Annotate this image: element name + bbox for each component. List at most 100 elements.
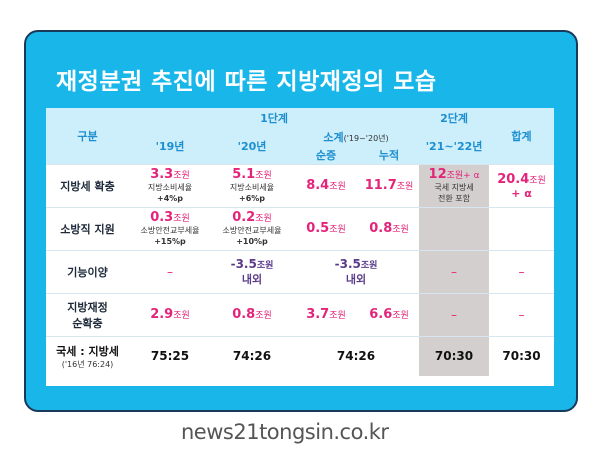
- header-category: 구분: [46, 108, 129, 164]
- note: 내외: [345, 272, 367, 286]
- table-row: 지방세 확충 3.3조원 지방소비세율 +4%p 5.1조원 지방소비세율 +6…: [46, 163, 554, 207]
- header-stage2: 2단계: [419, 108, 490, 128]
- value: 2.9: [150, 307, 174, 322]
- row-label-line1: 지방재정: [67, 300, 108, 314]
- cell-y20: 0.8조원: [211, 292, 293, 336]
- unit: 조원: [329, 182, 346, 192]
- header-subtotal: 소계('19~'20년): [293, 128, 420, 146]
- unit: 조원: [329, 225, 346, 235]
- cell-total: –: [489, 292, 554, 336]
- cell-y20: -3.5조원 내외: [211, 249, 293, 293]
- table-row: 지방재정 순확충 2.9조원 0.8조원 3.7조원 6.6조원 – –: [46, 292, 554, 336]
- cell-cum: 0.8조원: [359, 206, 420, 250]
- cell-y19: 0.3조원 소방안전교부세율 +15%p: [129, 206, 211, 250]
- ratio-label: 국세 : 지방세 ('16년 76:24): [46, 335, 129, 376]
- unit: 조원: [173, 311, 190, 321]
- table-row: 소방직 지원 0.3조원 소방안전교부세율 +15%p 0.2조원 소방안전교부…: [46, 206, 554, 250]
- header-cumulative: 누적: [359, 146, 420, 164]
- value: 3.3: [150, 167, 174, 182]
- unit: 조원: [329, 311, 346, 321]
- note: 지방소비세율: [147, 183, 193, 192]
- cell-net: 0.5조원: [293, 206, 359, 250]
- row-label-line2: 순확충: [72, 316, 103, 330]
- note: 지방소비세율: [229, 183, 275, 192]
- note: +15%p: [154, 237, 186, 246]
- unit: 조원: [392, 311, 409, 321]
- value: 20.4: [497, 171, 530, 187]
- cell-y19: –: [129, 249, 211, 293]
- value: 0.2: [232, 210, 256, 225]
- value: 0.5: [306, 221, 330, 236]
- unit: 조원: [173, 214, 190, 224]
- unit: 조원: [529, 175, 546, 186]
- table-row: 기능이양 – -3.5조원 내외 -3.5조원 내외 – –: [46, 249, 554, 293]
- unit: 조원+ α: [446, 171, 480, 181]
- cell-stage2: [419, 206, 490, 250]
- cell-net: 8.4조원: [293, 163, 359, 207]
- unit: 조원: [396, 182, 414, 192]
- value: -3.5: [334, 256, 361, 271]
- cell-subtotal: -3.5조원 내외: [293, 249, 420, 293]
- ratio-subtotal: 74:26: [293, 335, 420, 376]
- header-subtotal-label: 소계: [323, 131, 344, 144]
- note: 전환 포함: [438, 194, 471, 203]
- ratio-stage2: 70:30: [419, 335, 490, 376]
- cell-total: –: [489, 249, 554, 293]
- unit: 조원: [173, 171, 190, 181]
- note: 소방안전교부세율: [140, 226, 200, 235]
- cell-y20: 5.1조원 지방소비세율 +6%p: [211, 163, 293, 207]
- header-stage2-range: '21~'22년: [419, 128, 490, 164]
- value-extra: + α: [511, 186, 532, 200]
- row-label: 지방세 확충: [46, 163, 129, 207]
- header-total: 합계: [489, 108, 554, 164]
- cell-y19: 3.3조원 지방소비세율 +4%p: [129, 163, 211, 207]
- ratio-total: 70:30: [489, 335, 554, 376]
- note: 내외: [241, 272, 263, 286]
- value: -3.5: [230, 256, 257, 271]
- unit: 조원: [255, 171, 272, 181]
- value: 0.3: [150, 210, 174, 225]
- cell-y19: 2.9조원: [129, 292, 211, 336]
- header-y20: '20년: [211, 128, 293, 164]
- header-y19: '19년: [129, 128, 211, 164]
- header-subtotal-range: ('19~'20년): [343, 134, 389, 143]
- unit: 조원: [360, 260, 378, 271]
- finance-table: 구분 1단계 2단계 합계 '19년 '20년 소계('19~'20년) '21…: [46, 108, 554, 376]
- header-stage1: 1단계: [129, 108, 420, 128]
- cell-stage2: –: [419, 292, 490, 336]
- unit: 조원: [256, 260, 274, 271]
- ratio-y20: 74:26: [211, 335, 293, 376]
- row-label: 지방재정 순확충: [46, 292, 129, 336]
- note: 국세 지방세: [434, 183, 474, 192]
- cell-stage2: 12조원+ α 국세 지방세 전환 포함: [419, 163, 490, 207]
- cell-cum: 6.6조원: [359, 292, 420, 336]
- value: 12: [428, 167, 447, 182]
- note: 소방안전교부세율: [222, 226, 282, 235]
- value: 0.8: [369, 221, 393, 236]
- unit: 조원: [255, 311, 272, 321]
- cell-net: 3.7조원: [293, 292, 359, 336]
- cell-total: [489, 206, 554, 250]
- page-title: 재정분권 추진에 따른 지방재정의 모습: [56, 69, 437, 95]
- unit: 조원: [392, 225, 409, 235]
- value: 0.8: [232, 307, 256, 322]
- value: 5.1: [232, 167, 256, 182]
- value: 8.4: [306, 178, 330, 193]
- ratio-y19: 75:25: [129, 335, 211, 376]
- ratio-label-text: 국세 : 지방세: [56, 344, 119, 358]
- cell-stage2: –: [419, 249, 490, 293]
- header-net: 순증: [293, 146, 359, 164]
- row-label: 소방직 지원: [46, 206, 129, 250]
- cell-total: 20.4조원 + α: [489, 163, 554, 207]
- table-row-ratio: 국세 : 지방세 ('16년 76:24) 75:25 74:26 74:26 …: [46, 335, 554, 376]
- row-label: 기능이양: [46, 249, 129, 293]
- cell-y20: 0.2조원 소방안전교부세율 +10%p: [211, 206, 293, 250]
- value: 11.7: [364, 178, 397, 193]
- cell-cum: 11.7조원: [359, 163, 420, 207]
- data-table-panel: 구분 1단계 2단계 합계 '19년 '20년 소계('19~'20년) '21…: [46, 108, 554, 386]
- ratio-sublabel: ('16년 76:24): [61, 359, 114, 369]
- watermark-text: news21tongsin.co.kr: [181, 420, 389, 444]
- value: 3.7: [306, 307, 330, 322]
- unit: 조원: [255, 214, 272, 224]
- note: +6%p: [238, 194, 265, 203]
